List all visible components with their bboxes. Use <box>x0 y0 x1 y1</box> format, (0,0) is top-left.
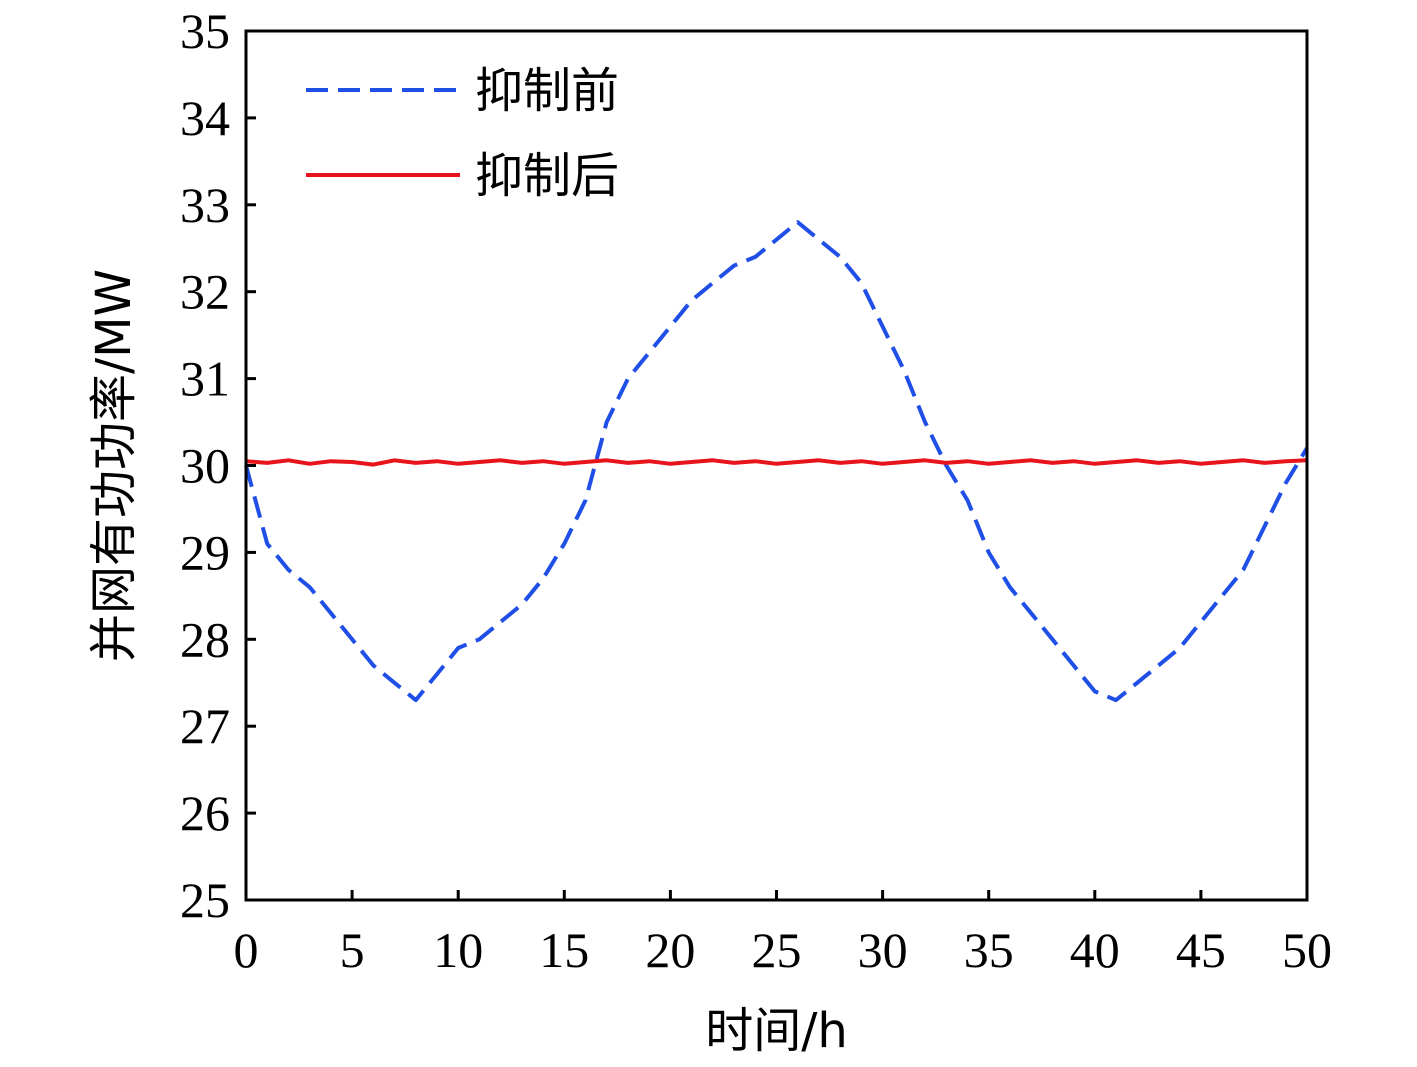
y-tick-label: 25 <box>180 872 230 928</box>
y-tick-label: 27 <box>180 698 230 754</box>
legend-label-after: 抑制后 <box>475 148 619 204</box>
y-axis-title: 并网有功功率/MW <box>86 269 142 662</box>
series-layer <box>244 220 1309 703</box>
y-tick-label: 31 <box>180 351 230 407</box>
legend-label-before: 抑制前 <box>475 63 619 119</box>
series-line-before <box>244 220 1309 703</box>
x-tick-label: 10 <box>433 922 483 978</box>
x-tick-label: 35 <box>964 922 1014 978</box>
x-tick-label: 15 <box>539 922 589 978</box>
series-line-after <box>245 458 1308 467</box>
x-tick-label: 40 <box>1070 922 1120 978</box>
y-tick-label: 28 <box>180 611 230 667</box>
x-tick-label: 5 <box>340 922 365 978</box>
x-tick-label: 0 <box>234 922 259 978</box>
y-tick-label: 35 <box>180 3 230 59</box>
y-tick-label: 30 <box>180 438 230 494</box>
x-tick-label: 25 <box>752 922 802 978</box>
x-tick-label: 20 <box>645 922 695 978</box>
legend: 抑制前 抑制后 <box>306 63 619 204</box>
x-tick-label: 30 <box>858 922 908 978</box>
y-tick-label: 33 <box>180 177 230 233</box>
y-tick-label: 32 <box>180 264 230 320</box>
x-tick-label: 45 <box>1176 922 1226 978</box>
ticks-layer: 0 5 10 15 20 25 30 35 40 45 50 25 26 27 28 29 30 31 32 33 34… <box>180 3 1332 978</box>
x-axis-title: 时间/h <box>705 1003 848 1059</box>
x-tick-label: 50 <box>1282 922 1332 978</box>
y-tick-label: 26 <box>180 785 230 841</box>
y-tick-label: 29 <box>180 524 230 580</box>
y-tick-label: 34 <box>180 90 230 146</box>
